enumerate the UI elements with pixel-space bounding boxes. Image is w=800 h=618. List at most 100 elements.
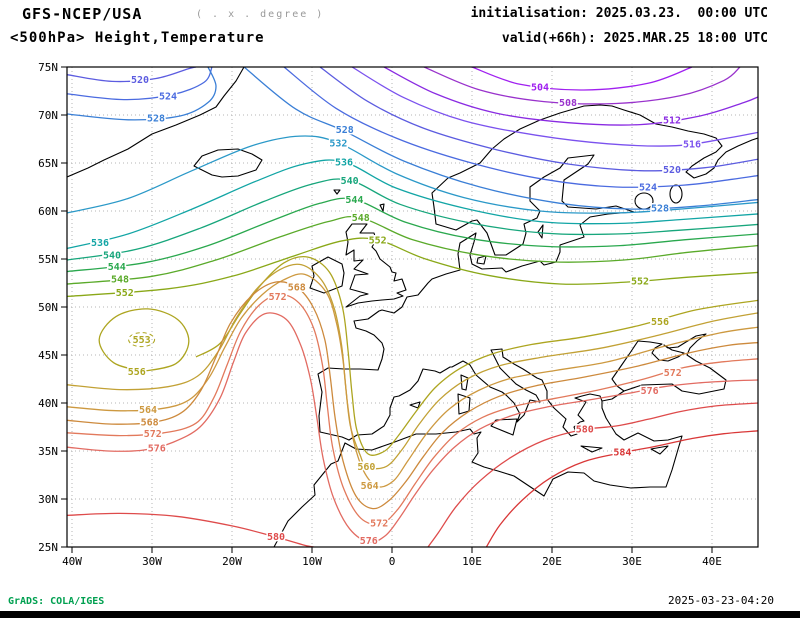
grid xyxy=(67,67,758,547)
contour-label-560: 560 xyxy=(357,462,375,473)
contour-label-572: 572 xyxy=(664,368,682,379)
coastline-shetland xyxy=(379,203,385,212)
x-tick-label: 20E xyxy=(542,555,562,568)
coastline-iberia-france-scandinavia xyxy=(317,104,758,441)
bottom-bar xyxy=(0,611,800,618)
coastline-iceland xyxy=(193,148,263,178)
contour-label-512: 512 xyxy=(663,115,681,126)
contour-label-544: 544 xyxy=(108,262,126,273)
coastlines xyxy=(67,67,758,547)
contour-label-552: 552 xyxy=(631,277,649,288)
contour-label-576: 576 xyxy=(148,444,166,455)
contour-label-520: 520 xyxy=(131,75,149,86)
contour-label-556: 556 xyxy=(651,317,669,328)
contour-label-564: 564 xyxy=(139,405,157,416)
x-tick-label: 40W xyxy=(62,555,82,568)
init-time: initialisation: 2025.03.23. 00:00 UTC xyxy=(470,6,768,21)
contour-552 xyxy=(67,237,758,298)
contour-label-528: 528 xyxy=(336,125,354,136)
contour-label-504: 504 xyxy=(531,83,549,94)
contour-label-572: 572 xyxy=(144,429,162,440)
contour-548 xyxy=(67,215,758,285)
contour-label-540: 540 xyxy=(341,176,359,187)
y-tick-label: 50N xyxy=(38,301,58,314)
coastline-zealand xyxy=(476,255,487,265)
contour-label-540: 540 xyxy=(103,251,121,262)
coastline-africa-levant-blacksea xyxy=(273,333,727,547)
contour-label-576: 576 xyxy=(641,386,659,397)
y-tick-label: 65N xyxy=(38,157,58,170)
contour-524 xyxy=(283,67,758,188)
y-tick-label: 35N xyxy=(38,445,58,458)
contour-564 xyxy=(67,273,758,488)
contour-label-552: 552 xyxy=(116,288,134,299)
contour-label-552: 552 xyxy=(369,235,387,246)
axes: 40W 30W 20W 10W 0 10E 20E 30E 40E 25N 30N 35N 40N 45N… xyxy=(38,61,722,568)
contour-label-580: 580 xyxy=(267,532,285,543)
x-tick-label: 30E xyxy=(622,555,642,568)
contour-528 xyxy=(243,67,758,210)
contour-504 xyxy=(471,67,693,91)
lake-onega xyxy=(669,184,683,204)
contour-label-568: 568 xyxy=(141,418,159,429)
contour-label-572: 572 xyxy=(370,519,388,530)
y-tick-label: 25N xyxy=(38,541,58,554)
contour-label-548: 548 xyxy=(111,275,129,286)
map-frame xyxy=(66,66,759,548)
coastline-mediterranean-italy-balkans xyxy=(348,348,603,441)
grads-credit: GrADS: COLA/IGES xyxy=(8,596,105,607)
contour-576 xyxy=(67,312,758,544)
low-center-ellipse xyxy=(128,332,156,348)
contour-label-528: 528 xyxy=(651,204,669,215)
contour-520 xyxy=(67,67,197,83)
x-tick-label: 0 xyxy=(389,555,396,568)
contour-544 xyxy=(67,197,758,273)
contour-label-576: 576 xyxy=(360,536,378,547)
coastline-greenland xyxy=(67,67,245,178)
coastline-sardinia xyxy=(457,393,471,415)
contour-520 xyxy=(319,67,758,172)
x-tick-label: 40E xyxy=(702,555,722,568)
x-tick-label: 10E xyxy=(462,555,482,568)
x-tick-label: 30W xyxy=(142,555,162,568)
coastline-faroe xyxy=(333,189,341,195)
contour-label-524: 524 xyxy=(159,91,177,102)
contour-572 xyxy=(67,293,758,526)
coastline-cyprus xyxy=(650,445,669,455)
low-center-label: 553 xyxy=(133,335,151,346)
contour-label-580: 580 xyxy=(576,424,594,435)
contour-label-508: 508 xyxy=(559,98,577,109)
resolution-note: ( . x . degree ) xyxy=(196,9,325,20)
contour-584 xyxy=(485,430,758,547)
y-tick-label: 40N xyxy=(38,397,58,410)
contour-labels: 504 508 512 516 520 520 524 524 528 528 528 532 536 5… xyxy=(89,73,702,548)
y-tick-label: 75N xyxy=(38,61,58,74)
coastline-gotland xyxy=(537,224,544,239)
contour-508 xyxy=(423,67,741,105)
y-tick-label: 70N xyxy=(38,109,58,122)
x-tick-label: 10W xyxy=(302,555,322,568)
coastline-corsica xyxy=(460,374,469,391)
contour-556 xyxy=(195,255,758,456)
height-contours xyxy=(67,67,758,547)
contour-528 xyxy=(67,67,217,121)
y-tick-label: 30N xyxy=(38,493,58,506)
product-title: <500hPa> Height,Temperature xyxy=(10,30,265,46)
contour-label-548: 548 xyxy=(352,213,370,224)
valid-time: valid(+66h): 2025.MAR.25 18:00 UTC xyxy=(501,31,768,46)
y-tick-label: 45N xyxy=(38,349,58,362)
coastline-crete xyxy=(580,445,603,453)
contour-label-544: 544 xyxy=(345,195,363,206)
coastline-ireland xyxy=(309,256,345,294)
coastline-britain xyxy=(345,223,407,308)
contour-580 xyxy=(67,512,314,547)
contour-540 xyxy=(67,178,758,261)
coastline-mallorca xyxy=(409,401,421,409)
contour-label-516: 516 xyxy=(683,139,701,150)
contour-524 xyxy=(67,67,213,101)
contour-label-564: 564 xyxy=(361,481,379,492)
contour-label-584: 584 xyxy=(613,447,631,458)
contour-label-528: 528 xyxy=(147,113,165,124)
